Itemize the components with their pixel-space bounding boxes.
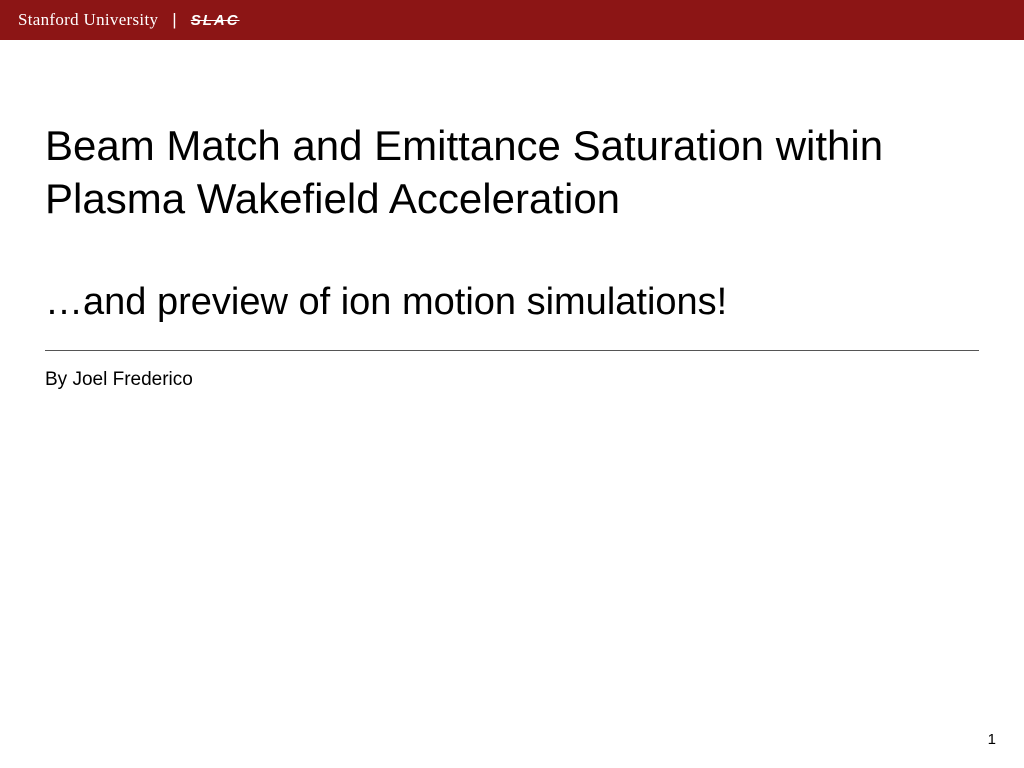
header-bar: Stanford University | SLAC bbox=[0, 0, 1024, 40]
slac-logo: SLAC bbox=[191, 12, 240, 29]
slide-subtitle: …and preview of ion motion simulations! bbox=[45, 280, 979, 326]
slide-content: Beam Match and Emittance Saturation with… bbox=[0, 40, 1024, 391]
divider-line bbox=[45, 350, 979, 351]
logo-divider: | bbox=[172, 10, 176, 30]
stanford-logo: Stanford University bbox=[18, 10, 158, 30]
page-number: 1 bbox=[988, 731, 996, 748]
slide-title: Beam Match and Emittance Saturation with… bbox=[45, 120, 979, 225]
author-name: Joel Frederico bbox=[72, 369, 192, 390]
author-line: By Joel Frederico bbox=[45, 369, 979, 391]
author-prefix: By bbox=[45, 369, 72, 390]
